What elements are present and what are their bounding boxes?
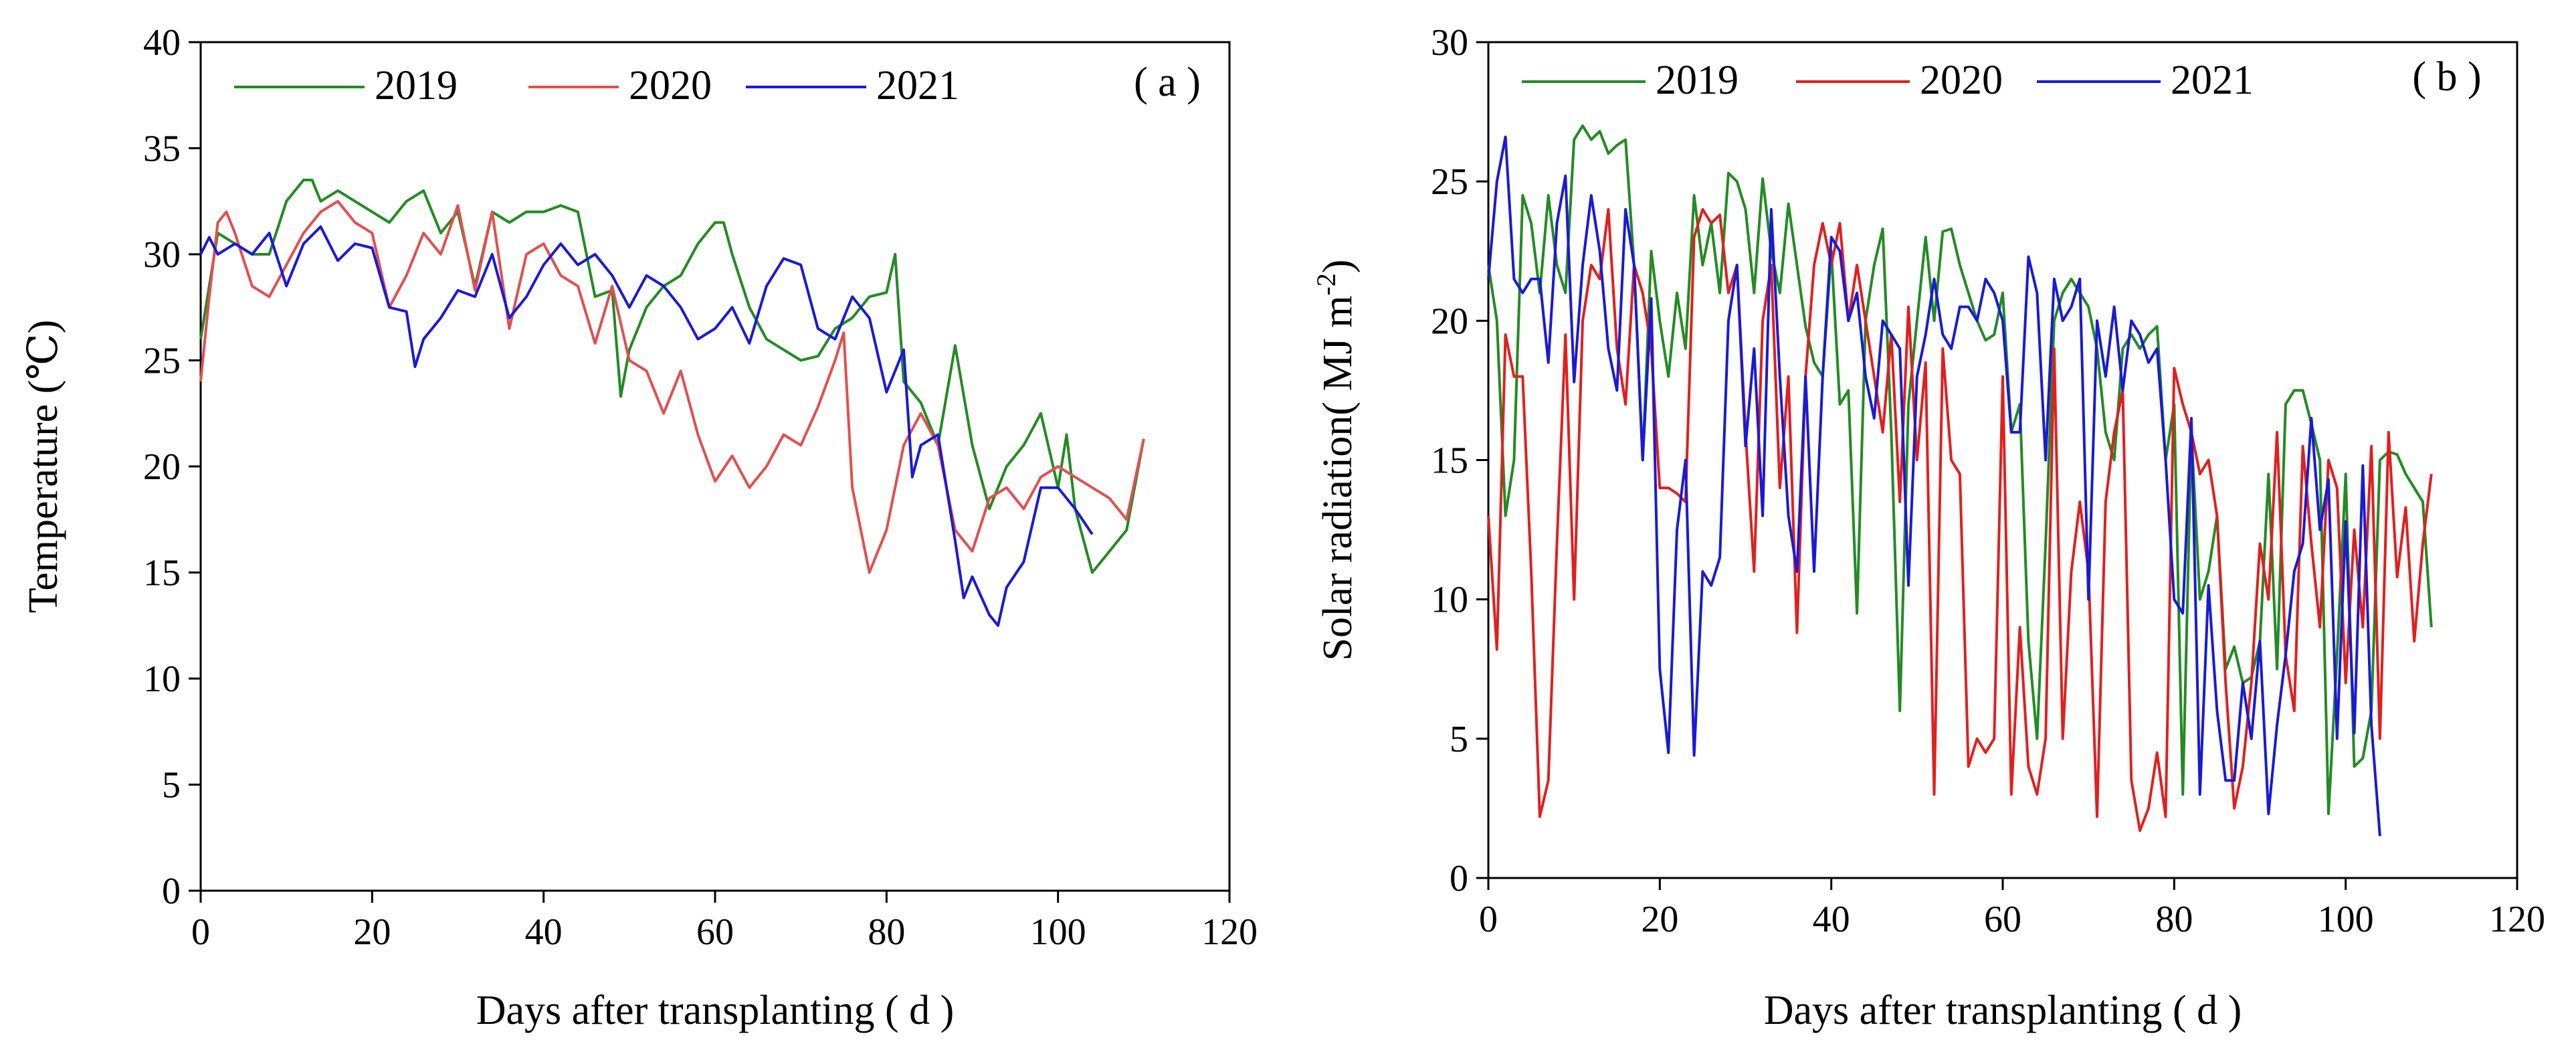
series-line-2021	[199, 225, 1094, 627]
legend-label-2019: 2019	[1656, 58, 1739, 103]
plot-frame	[199, 41, 1231, 892]
y-axis-title-end: )	[1315, 260, 1361, 274]
x-axis-title: Days after transplanting ( d )	[476, 988, 954, 1033]
x-tick-label: 0	[1479, 899, 1498, 940]
y-tick-label: 15	[143, 553, 181, 594]
y-tick-label: 10	[143, 658, 181, 700]
x-axis-title: Days after transplanting ( d )	[1764, 988, 2242, 1033]
legend-label-2020: 2020	[1920, 58, 2003, 103]
y-tick-label: 15	[1431, 440, 1468, 482]
x-tick-label: 60	[696, 911, 734, 953]
legend-label-2020: 2020	[629, 63, 712, 108]
y-axis-title: Solar radiation( MJ m-2)	[1311, 260, 1361, 661]
x-tick-label: 80	[2155, 899, 2193, 940]
series-line-2020	[199, 199, 1145, 574]
x-tick-label: 40	[525, 911, 563, 953]
y-axis-title: Temperature (℃)	[21, 320, 66, 614]
x-tick-label: 20	[353, 911, 391, 953]
y-tick-label: 0	[1450, 858, 1468, 899]
x-tick-label: 80	[868, 911, 905, 953]
series-line-2021	[1487, 135, 2381, 836]
y-tick-label: 20	[143, 446, 181, 488]
y-tick-label: 0	[162, 871, 181, 912]
y-axis-title-superscript: -2	[1311, 273, 1341, 295]
y-tick-label: 25	[143, 341, 181, 382]
panel-label: ( b )	[2412, 54, 2481, 100]
y-tick-label: 25	[1431, 161, 1468, 203]
legend-label-2021: 2021	[2171, 58, 2254, 103]
x-tick-label: 40	[1813, 899, 1850, 940]
y-tick-label: 40	[143, 22, 181, 64]
x-tick-label: 0	[191, 911, 210, 953]
legend-label-2019: 2019	[375, 63, 458, 108]
panel-label: ( a )	[1134, 60, 1201, 105]
series-line-2020	[1487, 207, 2433, 832]
y-axis-title-main: Solar radiation( MJ m	[1315, 296, 1361, 661]
x-tick-label: 100	[1030, 911, 1086, 953]
y-tick-label: 5	[162, 765, 181, 806]
y-tick-label: 10	[1431, 580, 1468, 621]
x-tick-label: 120	[1201, 911, 1258, 953]
chart-panel-b: 0 5 10 15 20 25 30 0 20 40 60 80 100 120 Days after tr…	[1311, 22, 2545, 1033]
legend-label-2021: 2021	[876, 63, 959, 108]
x-tick-label: 60	[1984, 899, 2021, 940]
chart-panel-a: 0 5 10 15 20 25 30 35 40 0 20 40 60 80 100 120 Days afte…	[21, 22, 1258, 1033]
x-tick-label: 100	[2318, 899, 2374, 940]
y-tick-label: 30	[1431, 22, 1468, 64]
y-tick-label: 5	[1450, 719, 1468, 760]
y-tick-label: 20	[1431, 300, 1468, 342]
y-tick-label: 35	[143, 128, 181, 170]
y-tick-label: 30	[143, 234, 181, 276]
series-line-2019	[199, 179, 1145, 574]
x-tick-label: 20	[1641, 899, 1678, 940]
x-tick-label: 120	[2489, 899, 2545, 940]
